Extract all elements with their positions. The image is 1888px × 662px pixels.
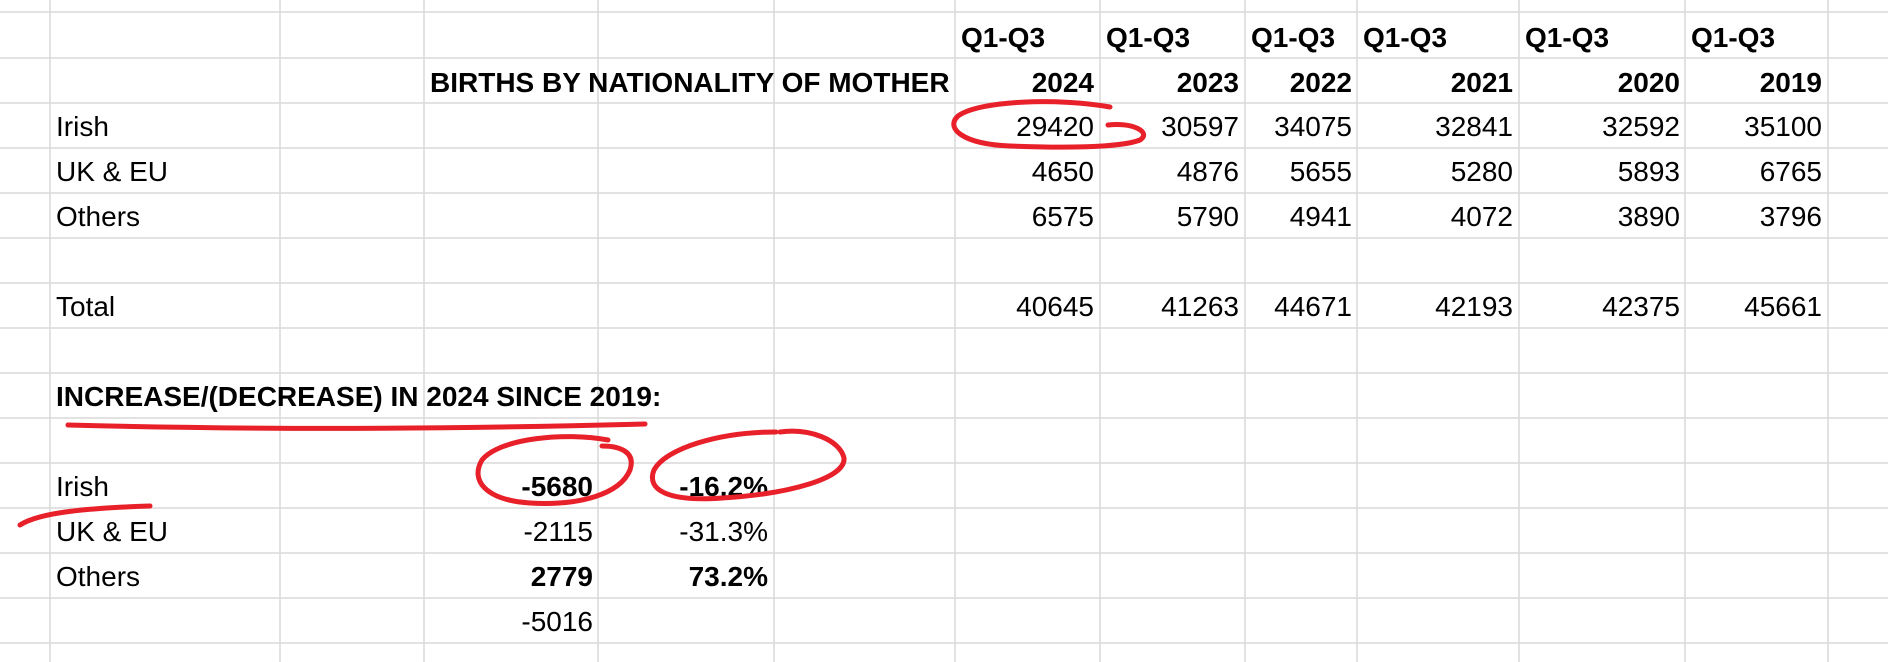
year-header-2019[interactable]: 2019 bbox=[1759, 67, 1822, 98]
change-pct-irish[interactable]: -16.2% bbox=[679, 471, 768, 502]
row-label-irish[interactable]: Irish bbox=[56, 111, 109, 142]
change-label-others[interactable]: Others bbox=[56, 561, 141, 592]
cell-total-2022[interactable]: 44671 bbox=[1274, 291, 1352, 322]
cell-irish-2022[interactable]: 34075 bbox=[1274, 111, 1352, 142]
cell-others-2022[interactable]: 4941 bbox=[1289, 201, 1352, 232]
year-header-2024[interactable]: 2024 bbox=[1031, 67, 1094, 98]
row-label-total[interactable]: Total bbox=[56, 291, 116, 322]
period-header-2023[interactable]: Q1-Q3 bbox=[1106, 22, 1191, 53]
change-pct-others[interactable]: 73.2% bbox=[688, 561, 768, 592]
change-diff-others[interactable]: 2779 bbox=[530, 561, 593, 592]
cell-irish-2021[interactable]: 32841 bbox=[1435, 111, 1513, 142]
period-header-2021[interactable]: Q1-Q3 bbox=[1363, 22, 1448, 53]
cell-uk-eu-2023[interactable]: 4876 bbox=[1176, 156, 1239, 187]
change-label-uk-eu[interactable]: UK & EU bbox=[56, 516, 169, 547]
cell-uk-eu-2019[interactable]: 6765 bbox=[1759, 156, 1822, 187]
table-title[interactable]: BIRTHS BY NATIONALITY OF MOTHER bbox=[430, 67, 950, 98]
period-header-2020[interactable]: Q1-Q3 bbox=[1525, 22, 1610, 53]
period-header-2019[interactable]: Q1-Q3 bbox=[1691, 22, 1776, 53]
cell-uk-eu-2022[interactable]: 5655 bbox=[1289, 156, 1352, 187]
cell-others-2024[interactable]: 6575 bbox=[1031, 201, 1094, 232]
cell-others-2019[interactable]: 3796 bbox=[1759, 201, 1822, 232]
cell-irish-2020[interactable]: 32592 bbox=[1602, 111, 1680, 142]
change-total-diff[interactable]: -5016 bbox=[521, 606, 593, 637]
cell-uk-eu-2024[interactable]: 4650 bbox=[1031, 156, 1094, 187]
cell-uk-eu-2020[interactable]: 5893 bbox=[1617, 156, 1680, 187]
cell-others-2021[interactable]: 4072 bbox=[1450, 201, 1513, 232]
change-diff-uk-eu[interactable]: -2115 bbox=[523, 516, 593, 547]
cell-irish-2024[interactable]: 29420 bbox=[1016, 111, 1094, 142]
year-header-2021[interactable]: 2021 bbox=[1450, 67, 1513, 98]
change-pct-uk-eu[interactable]: -31.3% bbox=[679, 516, 768, 547]
cell-total-2019[interactable]: 45661 bbox=[1744, 291, 1822, 322]
period-header-2022[interactable]: Q1-Q3 bbox=[1251, 22, 1336, 53]
cell-total-2023[interactable]: 41263 bbox=[1161, 291, 1239, 322]
row-label-others[interactable]: Others bbox=[56, 201, 141, 232]
cell-irish-2019[interactable]: 35100 bbox=[1744, 111, 1822, 142]
cell-uk-eu-2021[interactable]: 5280 bbox=[1450, 156, 1513, 187]
cell-total-2020[interactable]: 42375 bbox=[1602, 291, 1680, 322]
cell-total-2021[interactable]: 42193 bbox=[1435, 291, 1513, 322]
cell-others-2020[interactable]: 3890 bbox=[1617, 201, 1680, 232]
year-header-2020[interactable]: 2020 bbox=[1617, 67, 1680, 98]
cell-irish-2023[interactable]: 30597 bbox=[1161, 111, 1239, 142]
year-header-2022[interactable]: 2022 bbox=[1289, 67, 1352, 98]
year-header-2023[interactable]: 2023 bbox=[1176, 67, 1239, 98]
change-heading[interactable]: INCREASE/(DECREASE) IN 2024 SINCE 2019: bbox=[56, 381, 662, 412]
period-header-2024[interactable]: Q1-Q3 bbox=[961, 22, 1046, 53]
row-label-uk-eu[interactable]: UK & EU bbox=[56, 156, 169, 187]
change-diff-irish[interactable]: -5680 bbox=[521, 471, 593, 502]
cell-total-2024[interactable]: 40645 bbox=[1016, 291, 1094, 322]
cell-others-2023[interactable]: 5790 bbox=[1176, 201, 1239, 232]
change-label-irish[interactable]: Irish bbox=[56, 471, 109, 502]
